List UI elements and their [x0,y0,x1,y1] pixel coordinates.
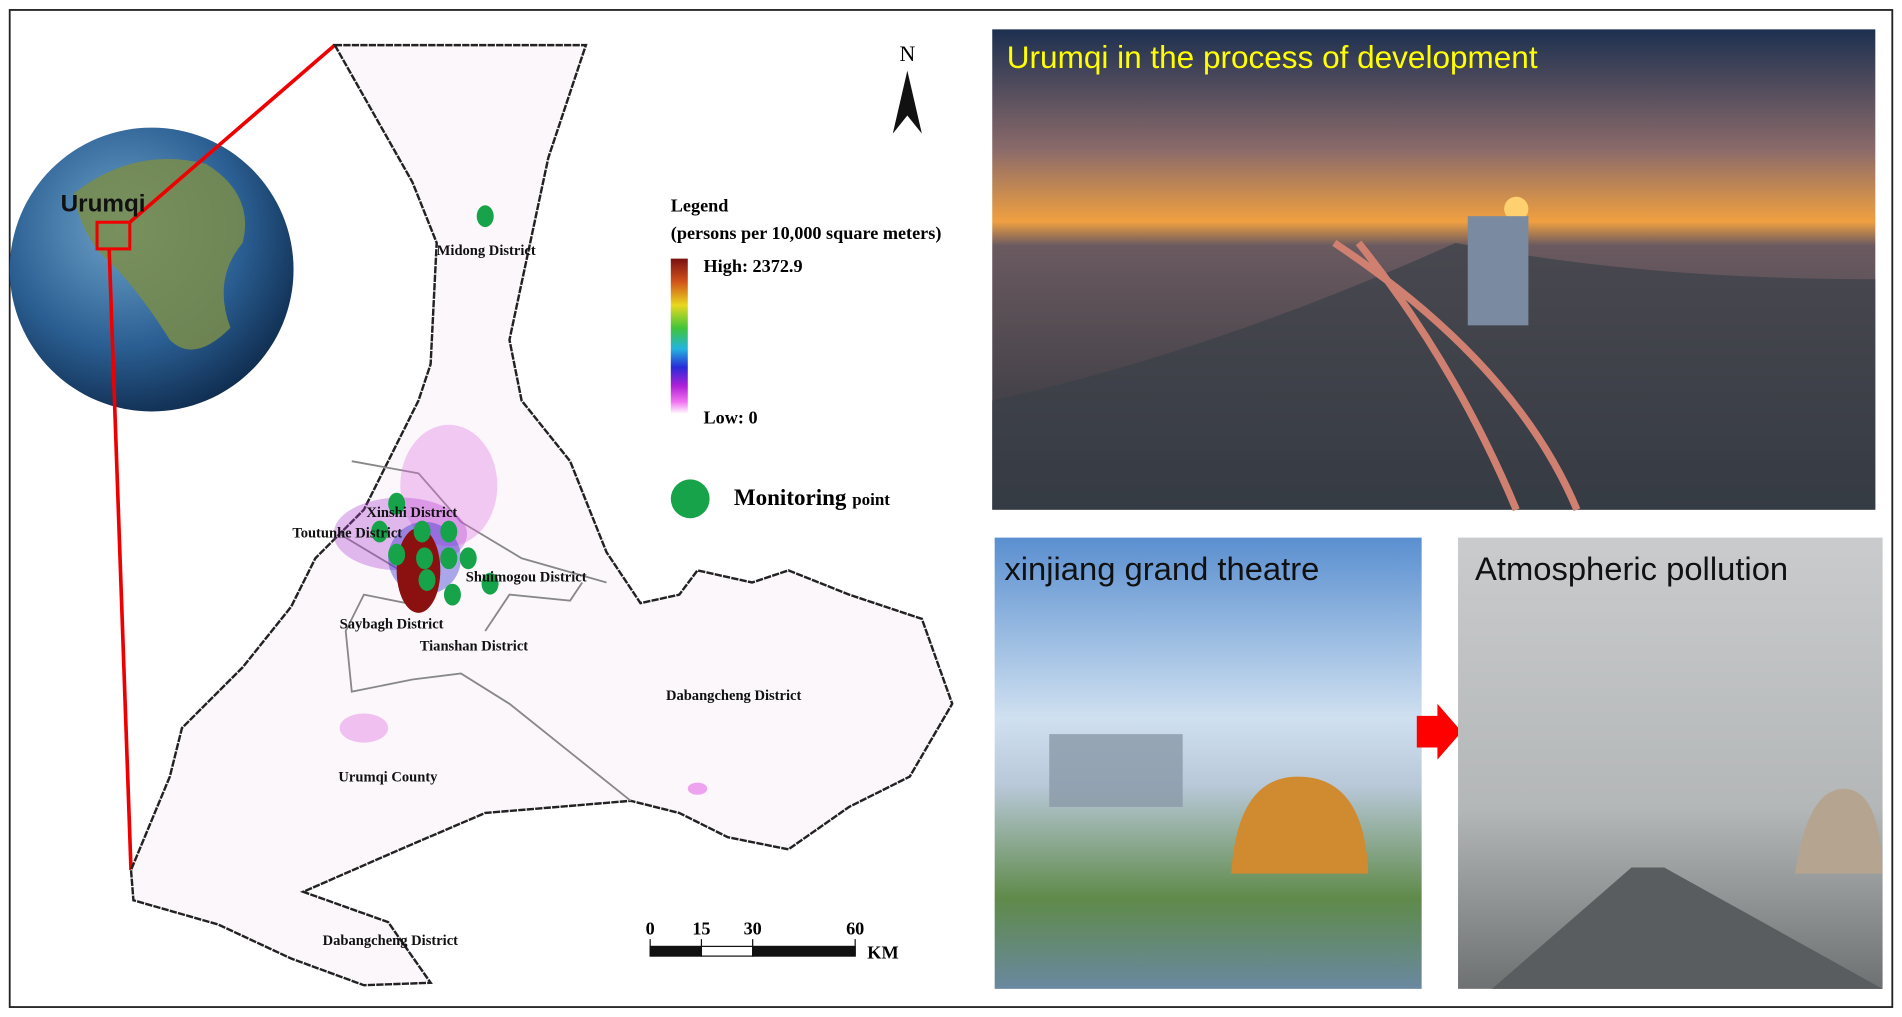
photo-caption: Atmospheric pollution [1475,550,1788,587]
photo-detail [1231,776,1369,874]
district-label: Midong District [437,243,536,259]
legend-title: Legend [671,195,729,215]
photo-detail [1332,239,1581,512]
monitoring-point [371,520,389,543]
density-hotspots [333,424,708,795]
density-area [687,782,708,795]
district-label: Tianshan District [420,638,529,654]
district-label: Saybagh District [340,617,444,633]
photo-detail [1049,734,1183,807]
continent [72,159,246,350]
photo-caption: xinjiang grand theatre [1004,550,1319,587]
legend-point-small: point [852,490,890,509]
monitoring-point [388,492,406,515]
legend-high: High: 2372.9 [704,256,803,276]
arrow [1416,703,1462,760]
monitoring-point [413,520,431,543]
locator-line [107,248,133,871]
monitoring-point [476,205,494,228]
scale-label: 30 [744,918,762,938]
district-label: Dabangcheng District [666,688,802,704]
photo-detail [1795,788,1883,874]
legend-point-main: Monitoring [734,484,847,510]
district-label: Shuimogou District [466,569,587,585]
scale-unit: KM [867,943,898,963]
density-area [400,424,498,547]
photo-caption: Urumqi in the process of development [1007,39,1538,75]
legend-unit: (persons per 10,000 square meters) [671,223,942,244]
globe-label: Urumqi [61,190,146,217]
density-core [396,527,441,613]
scale-segment [700,945,754,957]
monitoring-point [443,583,461,606]
district-label: Dabangcheng District [323,933,459,949]
legend-point-label: Monitoring point [734,484,890,510]
locator-box [95,220,132,251]
legend-point [670,479,710,519]
district-label: Toutunhe District [292,526,402,542]
district-label: Xinshi District [366,505,457,521]
locator-line [128,43,336,224]
density-area [339,713,389,743]
scale-segment [649,945,703,957]
scale-label: 0 [646,918,655,938]
scale-label: 60 [846,918,864,938]
monitoring-point [388,543,406,566]
monitoring-point [418,569,436,591]
monitoring-point [459,547,477,570]
scale-segment [752,945,856,957]
scale-label: 15 [692,918,710,938]
photo-detail [1492,867,1883,989]
north-arrow [892,70,922,134]
photo-detail [992,242,1876,510]
compass-label: N [899,42,915,66]
monitoring-point [416,547,434,570]
monitoring-point [440,547,458,570]
monitoring-point [440,520,458,543]
sun [1504,196,1529,222]
legend-gradient [670,258,688,414]
monitoring-point [481,572,499,595]
photo-detail [1467,216,1529,326]
district-label: Urumqi County [338,769,438,785]
legend-low: Low: 0 [704,408,758,428]
